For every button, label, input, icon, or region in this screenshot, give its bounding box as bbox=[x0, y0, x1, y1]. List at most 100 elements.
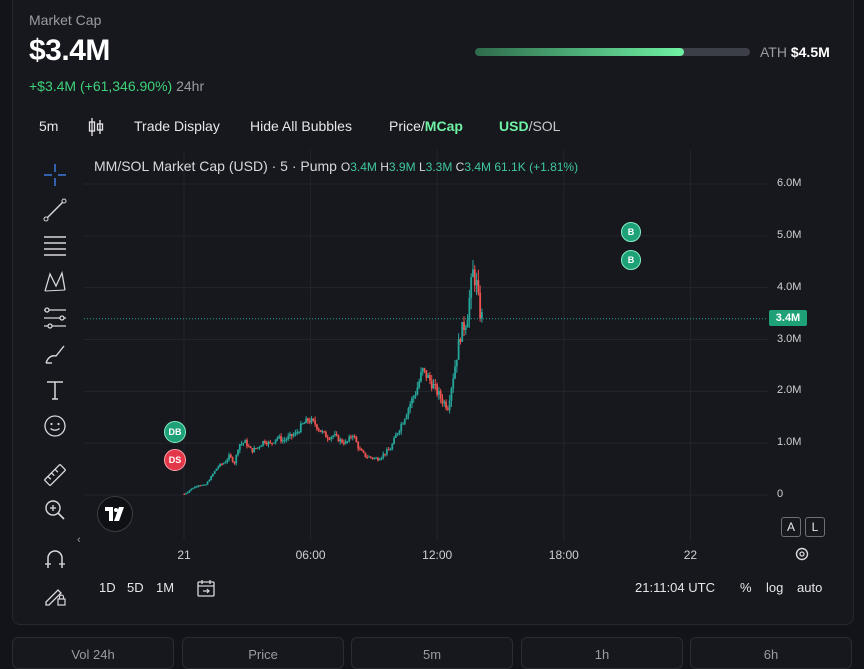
scroll-left-icon[interactable]: ‹ bbox=[77, 534, 81, 546]
last-price-tag: 3.4M bbox=[769, 310, 807, 326]
candle-body bbox=[391, 444, 394, 450]
candle-body bbox=[278, 436, 281, 438]
candle-body bbox=[364, 452, 367, 457]
price-option: Price bbox=[389, 118, 421, 134]
buy-bubble[interactable]: B bbox=[621, 250, 641, 270]
horizontal-lines-icon[interactable] bbox=[40, 232, 70, 258]
buy-bubble[interactable]: B bbox=[621, 222, 641, 242]
candle-body bbox=[468, 298, 471, 320]
candle-body bbox=[319, 430, 322, 432]
candle-body bbox=[292, 434, 295, 437]
range-1d[interactable]: 1D bbox=[99, 580, 116, 595]
candle-body bbox=[328, 438, 331, 440]
trend-line-icon[interactable] bbox=[40, 197, 70, 223]
candle-body bbox=[228, 454, 230, 460]
candle-body bbox=[316, 424, 318, 429]
usd-option: USD bbox=[499, 118, 529, 134]
candle-body bbox=[461, 322, 464, 342]
candle-body bbox=[463, 322, 465, 330]
x-tick-label: 06:00 bbox=[295, 548, 326, 562]
ruler-icon[interactable] bbox=[40, 462, 70, 488]
candle-body bbox=[382, 453, 385, 458]
high-key: H bbox=[380, 160, 389, 174]
candle-body bbox=[477, 280, 480, 293]
candle-body bbox=[359, 448, 361, 450]
crosshair-icon[interactable] bbox=[40, 162, 70, 188]
range-5d[interactable]: 5D bbox=[127, 580, 144, 595]
interval-selector[interactable]: 5m bbox=[39, 118, 59, 134]
candle-body bbox=[396, 433, 399, 435]
brush-icon[interactable] bbox=[40, 341, 70, 367]
stat-card-6h[interactable]: 6h bbox=[690, 637, 852, 669]
candle-body bbox=[256, 447, 259, 449]
y-tick-label: 2.0M bbox=[777, 384, 802, 397]
close-value: 3.4M bbox=[464, 160, 492, 174]
percent-scale-button[interactable]: % bbox=[740, 580, 752, 595]
sol-option: /SOL bbox=[528, 118, 561, 134]
candle-body bbox=[249, 446, 252, 449]
fib-tool-icon[interactable] bbox=[40, 305, 70, 331]
magnet-icon[interactable] bbox=[40, 546, 70, 572]
trade-display-button[interactable]: Trade Display bbox=[134, 118, 220, 134]
calendar-icon[interactable] bbox=[196, 578, 216, 601]
auto-scale-button[interactable]: A bbox=[781, 517, 801, 537]
dev-buy-bubble[interactable]: DB bbox=[164, 421, 186, 443]
y-tick-label: 3.0M bbox=[777, 332, 802, 345]
candle-body bbox=[267, 441, 270, 445]
candle-body bbox=[287, 436, 290, 440]
candle-body bbox=[360, 449, 363, 451]
candle-body bbox=[353, 436, 356, 438]
log-scale-button[interactable]: L bbox=[805, 517, 825, 537]
candle-body bbox=[472, 269, 474, 278]
range-1m[interactable]: 1M bbox=[156, 580, 175, 595]
pattern-tool-icon[interactable] bbox=[40, 269, 70, 295]
candle-body bbox=[452, 378, 455, 389]
lock-drawings-icon[interactable] bbox=[40, 582, 70, 608]
candle-body bbox=[400, 424, 403, 431]
candle-body bbox=[411, 398, 413, 404]
utc-clock[interactable]: 21:11:04 UTC bbox=[635, 580, 715, 595]
candle-body bbox=[403, 419, 406, 424]
candle-body bbox=[280, 436, 282, 442]
mcap-option: MCap bbox=[424, 118, 463, 134]
candle-body bbox=[188, 490, 191, 493]
candle-body bbox=[373, 457, 376, 459]
currency-toggle[interactable]: USD/SOL bbox=[499, 118, 560, 134]
candle-body bbox=[272, 442, 275, 444]
tradingview-logo[interactable] bbox=[97, 496, 133, 532]
candle-body bbox=[473, 269, 476, 286]
candle-body bbox=[344, 441, 347, 444]
candle-body bbox=[255, 447, 257, 449]
stat-card-1h[interactable]: 1h bbox=[521, 637, 683, 669]
candle-body bbox=[432, 384, 435, 389]
dev-sell-bubble[interactable]: DS bbox=[164, 449, 186, 471]
candle-body bbox=[260, 445, 263, 447]
candle-body bbox=[339, 439, 342, 442]
x-tick-label: 21 bbox=[177, 548, 191, 562]
candle-body bbox=[265, 443, 268, 445]
stat-card-5m[interactable]: 5m bbox=[351, 637, 513, 669]
hide-bubbles-button[interactable]: Hide All Bubbles bbox=[250, 118, 352, 134]
chart-grid bbox=[84, 150, 768, 540]
candle-body bbox=[341, 439, 343, 443]
candle-body bbox=[233, 461, 236, 464]
candle-body bbox=[430, 380, 433, 389]
candle-body bbox=[251, 448, 254, 453]
stat-card-vol[interactable]: Vol 24h bbox=[12, 637, 174, 669]
settings-icon[interactable] bbox=[794, 546, 810, 567]
auto-button[interactable]: auto bbox=[797, 580, 823, 595]
text-tool-icon[interactable] bbox=[40, 377, 70, 403]
zoom-in-icon[interactable] bbox=[40, 497, 70, 523]
candle-body bbox=[450, 388, 453, 401]
price-mcap-toggle[interactable]: Price/MCap bbox=[389, 118, 463, 134]
log-button[interactable]: log bbox=[766, 580, 784, 595]
candle-body bbox=[199, 485, 202, 487]
candle-type-icon[interactable] bbox=[88, 117, 104, 140]
stat-card-price[interactable]: Price bbox=[182, 637, 344, 669]
candle-body bbox=[215, 468, 218, 471]
close-key: C bbox=[455, 160, 465, 174]
candle-body bbox=[305, 418, 308, 424]
candle-body bbox=[203, 484, 205, 486]
emoji-icon[interactable] bbox=[40, 413, 70, 439]
